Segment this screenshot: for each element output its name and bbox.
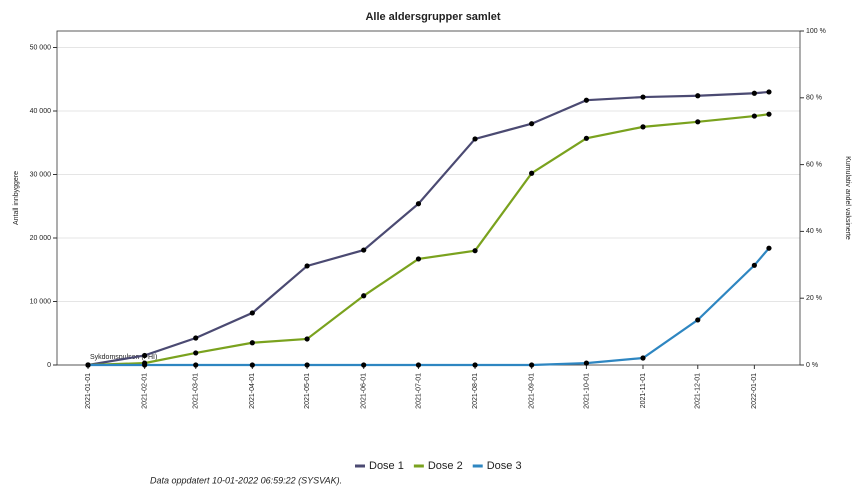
- x-tick-label: 2021-05-01: [304, 373, 311, 409]
- data-point: [142, 352, 148, 359]
- chart-title: Alle aldersgrupper samlet: [365, 11, 500, 23]
- y2-tick-label: 0 %: [806, 362, 818, 369]
- legend-label: Dose 1: [369, 460, 404, 472]
- x-tick-label: 2021-11-01: [640, 373, 647, 408]
- legend-label: Dose 3: [487, 460, 522, 472]
- data-point: [583, 97, 590, 103]
- data-point: [751, 113, 757, 119]
- y2-tick-label: 40 %: [806, 228, 822, 235]
- plot-frame: [56, 30, 801, 366]
- data-point: [415, 256, 422, 262]
- data-point: [304, 263, 310, 269]
- data-point: [85, 362, 91, 368]
- data-point: [472, 248, 478, 254]
- data-point: [751, 90, 757, 96]
- data-point: [640, 94, 646, 100]
- x-tick-label: 2021-08-01: [472, 373, 479, 409]
- y-tick-label: 30 000: [30, 171, 52, 178]
- footnote: Data oppdatert 10-01-2022 06:59:22 (SYSV…: [150, 475, 342, 485]
- data-point: [193, 362, 199, 368]
- data-point: [304, 336, 310, 342]
- data-point: [415, 362, 422, 368]
- x-tick-label: 2022-01-01: [751, 373, 758, 409]
- y2-tick-label: 20 %: [806, 295, 822, 302]
- y2-axis-label: Kumulativ andel vaksinerte: [844, 156, 851, 240]
- data-point: [583, 135, 590, 141]
- y-tick-label: 20 000: [30, 235, 52, 242]
- data-point: [695, 317, 701, 323]
- data-point: [640, 355, 646, 361]
- legend-label: Dose 2: [428, 460, 463, 472]
- data-point: [766, 245, 772, 251]
- x-tick-label: 2021-06-01: [361, 373, 368, 409]
- data-point: [415, 201, 422, 207]
- data-point: [766, 89, 772, 95]
- y2-tick-label: 60 %: [806, 161, 822, 168]
- y-tick-label: 0: [47, 362, 51, 369]
- x-tick-label: 2021-04-01: [249, 373, 256, 409]
- x-tick-label: 2021-10-01: [583, 373, 590, 409]
- series-line: [88, 247, 770, 367]
- data-point: [695, 93, 701, 99]
- y2-tick-label: 100 %: [806, 28, 826, 35]
- x-tick-label: 2021-03-01: [193, 373, 200, 409]
- data-point: [193, 335, 199, 341]
- data-point: [472, 136, 478, 142]
- x-tick-label: 2021-02-01: [141, 373, 148, 409]
- data-point: [766, 111, 772, 117]
- data-point: [529, 362, 535, 368]
- data-point: [640, 124, 646, 130]
- y-tick-label: 10 000: [30, 298, 52, 305]
- series-line: [87, 113, 770, 367]
- data-point: [361, 293, 367, 299]
- data-point: [249, 362, 255, 368]
- data-point: [695, 119, 701, 125]
- x-tick-label: 2021-09-01: [528, 373, 535, 409]
- data-point: [529, 121, 535, 127]
- annotation: Sykdomspulsen (FHI): [90, 354, 157, 361]
- y-tick-label: 40 000: [30, 108, 52, 115]
- series-line: [87, 90, 770, 367]
- data-point: [142, 362, 148, 368]
- x-tick-label: 2021-07-01: [415, 373, 422, 409]
- x-tick-label: 2021-12-01: [695, 373, 702, 409]
- data-point: [193, 350, 199, 356]
- data-point: [249, 340, 255, 346]
- y-tick-label: 50 000: [30, 44, 52, 51]
- data-point: [361, 247, 367, 253]
- data-point: [361, 362, 367, 368]
- data-point: [583, 360, 590, 366]
- y2-tick-label: 80 %: [806, 95, 822, 102]
- x-tick-label: 2021-01-01: [85, 373, 92, 409]
- data-point: [472, 362, 478, 368]
- data-point: [751, 262, 757, 268]
- data-point: [249, 310, 255, 316]
- data-point: [529, 170, 535, 176]
- data-point: [304, 362, 310, 368]
- y-axis-label: Antall innbyggere: [13, 171, 20, 225]
